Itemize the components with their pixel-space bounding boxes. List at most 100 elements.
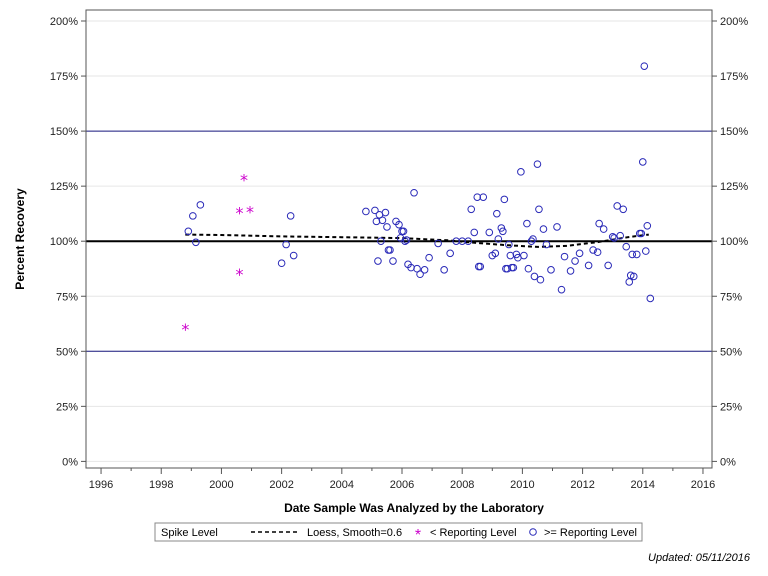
circle-point	[535, 205, 543, 214]
circle-point	[286, 212, 295, 220]
circle-point	[383, 223, 391, 231]
circle-point	[446, 249, 454, 258]
circle-point	[192, 238, 200, 247]
circle-point	[589, 246, 597, 254]
circle-point	[371, 206, 379, 215]
x-tick-label: 2014	[631, 479, 655, 491]
circle-point	[282, 240, 290, 249]
circle-point	[622, 242, 631, 251]
circle-point	[184, 227, 193, 236]
asterisk-point: *	[235, 203, 243, 222]
circle-point	[595, 219, 603, 228]
circle-point	[416, 270, 424, 279]
y-tick-label-right: 100%	[720, 236, 748, 248]
circle-point	[560, 252, 569, 261]
circle-point	[542, 240, 551, 249]
asterisk-point: *	[246, 202, 254, 221]
x-tick-label: 2010	[510, 479, 534, 491]
circle-point	[643, 221, 652, 230]
circle-point	[613, 202, 621, 210]
legend-label-loess: Loess, Smooth=0.6	[307, 527, 402, 539]
x-tick-label: 2012	[570, 479, 594, 491]
y-tick-label-right: 150%	[720, 126, 748, 138]
circle-point	[389, 257, 397, 265]
circle-point	[599, 225, 608, 233]
asterisk-point: *	[240, 170, 248, 189]
circle-point	[557, 285, 566, 294]
y-tick-label-left: 175%	[50, 71, 78, 83]
circle-point	[378, 216, 387, 225]
y-tick-label-right: 25%	[720, 401, 742, 413]
circle-point	[502, 264, 510, 273]
circle-point	[410, 188, 418, 197]
plot-frame	[85, 9, 713, 469]
circle-point	[608, 232, 617, 241]
circle-point	[503, 264, 512, 273]
circle-point	[575, 249, 584, 258]
y-tick-label-left: 150%	[50, 126, 78, 138]
circle-point	[473, 193, 482, 201]
circle-point	[533, 160, 542, 168]
circle-point	[452, 237, 460, 246]
circle-point	[440, 266, 448, 274]
circle-point	[485, 228, 494, 237]
circle-point	[524, 264, 533, 273]
x-tick-label: 2000	[209, 479, 233, 491]
circle-point	[434, 239, 442, 248]
circle-point	[277, 259, 286, 268]
circle-point	[529, 235, 537, 243]
circle-point	[523, 219, 531, 228]
y-tick-label-right: 125%	[720, 181, 748, 193]
circle-point	[398, 227, 406, 236]
circle-point	[500, 195, 509, 204]
legend-circle-swatch	[529, 528, 537, 536]
x-tick-label: 2016	[691, 479, 715, 491]
circle-point	[632, 250, 641, 259]
legend-title: Spike Level	[161, 527, 218, 539]
x-tick-label: 2002	[269, 479, 293, 491]
circle-point	[491, 249, 500, 258]
circle-point	[401, 237, 409, 246]
y-tick-label-left: 100%	[50, 236, 78, 248]
y-tick-label-left: 75%	[56, 291, 78, 303]
circle-point	[464, 237, 473, 246]
circle-point	[536, 275, 545, 284]
circle-point	[509, 263, 518, 272]
circle-point	[467, 205, 476, 214]
y-tick-label-right: 0%	[720, 456, 736, 468]
circle-point	[494, 235, 503, 243]
circle-point	[425, 253, 433, 262]
asterisk-point: *	[181, 320, 189, 339]
y-tick-label-left: 125%	[50, 181, 78, 193]
circle-point	[553, 223, 561, 231]
circle-point	[479, 193, 488, 201]
circle-point	[640, 62, 649, 70]
circle-point	[638, 158, 647, 166]
circle-point	[395, 220, 403, 229]
circle-point	[530, 272, 539, 281]
x-tick-label: 1998	[149, 479, 173, 491]
x-tick-label: 2008	[450, 479, 474, 491]
y-tick-label-left: 25%	[56, 401, 78, 413]
circle-point	[289, 251, 298, 260]
circle-point	[374, 257, 382, 265]
circle-point	[547, 266, 555, 274]
legend-label-below: < Reporting Level	[430, 527, 517, 539]
circle-point	[493, 209, 501, 218]
circle-point	[629, 272, 638, 281]
circle-point	[402, 236, 411, 244]
circle-point	[189, 212, 197, 220]
circle-point	[362, 207, 370, 216]
circle-point	[505, 240, 513, 249]
circle-point	[520, 251, 528, 260]
circle-point	[381, 208, 390, 217]
circle-point	[584, 261, 593, 270]
circle-point	[499, 227, 507, 236]
x-axis-title: Date Sample Was Analyzed by the Laborato…	[284, 501, 544, 515]
circle-point	[628, 250, 637, 259]
y-tick-label-right: 200%	[720, 16, 748, 28]
circle-point	[196, 201, 205, 209]
circle-point	[470, 228, 479, 237]
legend-box	[154, 522, 643, 542]
